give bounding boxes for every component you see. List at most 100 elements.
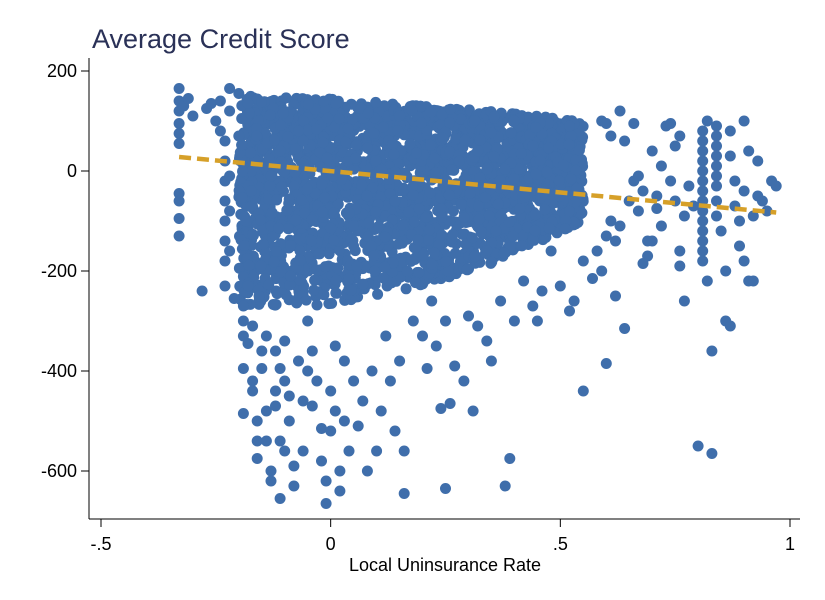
scatter-point	[711, 160, 722, 172]
scatter-point	[632, 205, 644, 217]
scatter-point	[697, 235, 709, 247]
scatter-point	[711, 170, 722, 182]
scatter-point	[406, 254, 418, 266]
scatter-point	[559, 223, 571, 235]
scatter-point	[642, 235, 654, 247]
scatter-point	[255, 214, 267, 226]
scatter-point	[293, 355, 304, 367]
scatter-point	[313, 248, 325, 260]
scatter-point	[251, 435, 263, 447]
scatter-point	[678, 210, 690, 222]
scatter-point	[329, 340, 341, 352]
scatter-point	[516, 230, 528, 242]
scatter-point	[436, 109, 448, 121]
scatter-point	[541, 166, 553, 178]
scatter-point	[466, 232, 478, 244]
scatter-point	[610, 235, 621, 247]
scatter-point	[330, 274, 342, 286]
scatter-point	[428, 247, 440, 259]
scatter-point	[697, 125, 709, 137]
scatter-point	[674, 245, 686, 257]
scatter-point	[373, 220, 385, 232]
scatter-point	[388, 148, 400, 160]
scatter-point	[554, 280, 566, 292]
scatter-point	[343, 445, 355, 457]
scatter-point	[214, 95, 226, 107]
scatter-point	[420, 211, 432, 223]
scatter-point	[294, 274, 306, 286]
scatter-point	[469, 115, 481, 126]
x-tick-label: .5	[553, 534, 568, 554]
scatter-point	[473, 200, 484, 212]
scatter-point	[290, 214, 302, 226]
scatter-point	[297, 445, 309, 457]
scatter-point	[285, 240, 296, 251]
scatter-point	[219, 255, 231, 267]
scatter-point	[334, 485, 346, 497]
scatter-point	[711, 140, 722, 152]
scatter-point	[458, 212, 470, 223]
scatter-point	[530, 168, 542, 180]
scatter-point	[724, 125, 736, 137]
scatter-point	[697, 215, 709, 227]
scatter-point	[330, 98, 342, 109]
scatter-point	[443, 189, 455, 201]
scatter-point	[224, 245, 236, 257]
scatter-point	[481, 245, 493, 256]
scatter-point	[479, 191, 491, 203]
scatter-point	[333, 113, 345, 125]
scatter-point	[436, 229, 448, 241]
scatter-point	[297, 395, 309, 407]
scatter-point	[224, 105, 236, 117]
scatter-point	[237, 165, 249, 177]
scatter-point	[573, 144, 585, 156]
scatter-point	[332, 167, 343, 178]
scatter-point	[435, 203, 447, 214]
scatter-point	[734, 215, 745, 227]
scatter-point	[219, 280, 231, 292]
scatter-point	[275, 266, 287, 278]
scatter-point	[274, 493, 286, 504]
scatter-point	[459, 134, 471, 146]
scatter-point	[219, 135, 231, 147]
scatter-point	[415, 117, 427, 129]
scatter-point	[752, 155, 764, 167]
scatter-point	[319, 261, 331, 273]
scatter-point	[534, 154, 546, 166]
scatter-point	[407, 181, 419, 193]
scatter-point	[467, 405, 479, 417]
scatter-point	[410, 277, 421, 289]
scatter-point	[421, 363, 433, 374]
scatter-point	[743, 145, 755, 157]
scatter-point	[236, 192, 248, 204]
scatter-point	[371, 445, 383, 457]
scatter-point	[210, 115, 222, 127]
scatter-point	[715, 225, 727, 237]
scatter-point	[263, 279, 275, 291]
scatter-point	[343, 273, 355, 285]
scatter-point	[263, 153, 275, 165]
scatter-point	[530, 122, 542, 133]
scatter-point	[296, 194, 308, 206]
scatter-point	[268, 256, 280, 268]
scatter-point	[475, 226, 487, 238]
scatter-point	[265, 475, 277, 487]
scatter-point	[711, 130, 722, 142]
scatter-point	[697, 165, 709, 177]
scatter-point	[632, 170, 644, 182]
scatter-point	[360, 260, 371, 272]
scatter-point	[411, 147, 422, 159]
scatter-point	[370, 155, 382, 167]
scatter-point	[196, 285, 208, 297]
scatter-point	[389, 425, 401, 437]
scatter-point	[279, 335, 291, 347]
scatter-point	[401, 172, 412, 184]
scatter-point	[320, 498, 332, 509]
scatter-point	[247, 375, 259, 387]
scatter-point	[173, 195, 185, 207]
scatter-point	[747, 275, 759, 287]
scatter-point	[245, 147, 257, 159]
scatter-point	[425, 106, 437, 118]
scatter-point	[565, 130, 577, 142]
scatter-point	[302, 124, 314, 136]
